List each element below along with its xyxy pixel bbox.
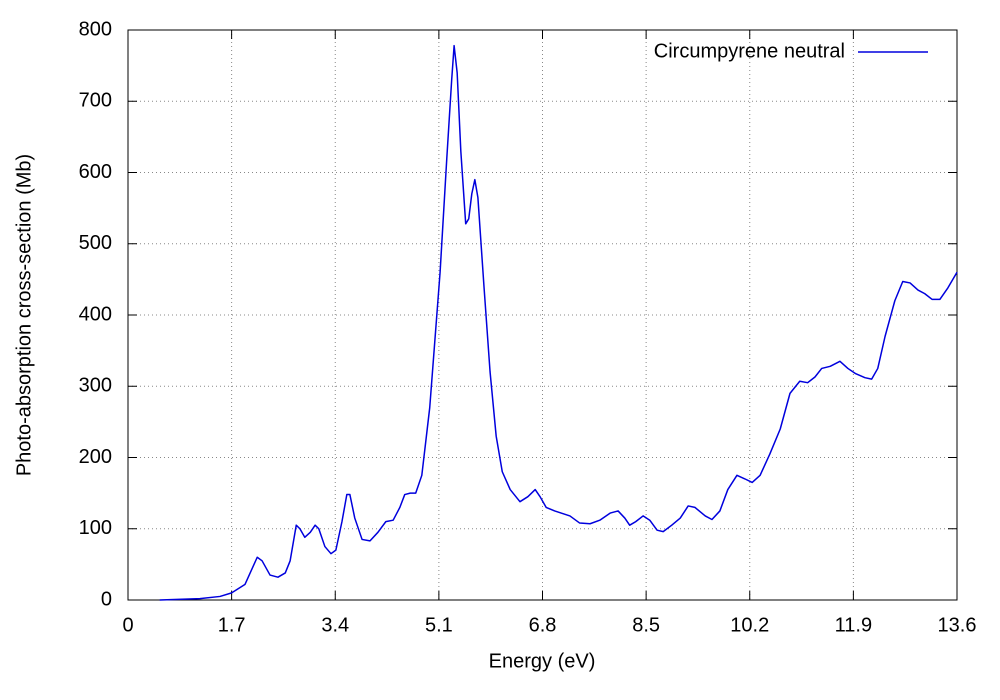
y-tick-label: 0 <box>101 588 112 610</box>
x-tick-label: 10.2 <box>730 614 769 636</box>
y-tick-label: 200 <box>79 446 112 468</box>
y-tick-label: 600 <box>79 161 112 183</box>
y-tick-label: 300 <box>79 375 112 397</box>
y-tick-label: 700 <box>79 90 112 112</box>
legend-label: Circumpyrene neutral <box>654 40 845 62</box>
x-tick-label: 1.7 <box>218 614 246 636</box>
y-axis-label: Photo-absorption cross-section (Mb) <box>13 154 35 476</box>
x-tick-label: 0 <box>122 614 133 636</box>
y-tick-label: 400 <box>79 303 112 325</box>
x-tick-label: 5.1 <box>425 614 453 636</box>
x-tick-label: 6.8 <box>529 614 557 636</box>
x-axis-label: Energy (eV) <box>489 650 596 672</box>
x-tick-label: 3.4 <box>321 614 349 636</box>
x-tick-label: 8.5 <box>632 614 660 636</box>
y-tick-label: 500 <box>79 232 112 254</box>
plot-frame <box>127 29 958 601</box>
y-tick-label: 100 <box>79 517 112 539</box>
x-tick-label: 11.9 <box>835 614 872 636</box>
y-tick-label: 800 <box>79 18 112 40</box>
data-line <box>159 44 958 601</box>
x-tick-label: 13.6 <box>938 614 977 636</box>
